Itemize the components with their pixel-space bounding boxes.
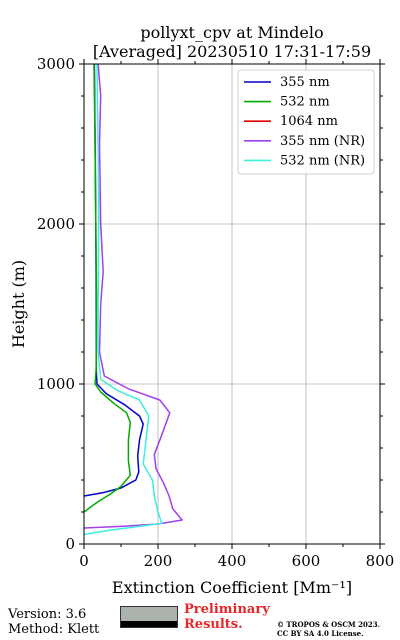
series-line-532-nm-nr- [83, 63, 163, 536]
x-tick-label: 400 [218, 552, 247, 570]
x-tick-label: 200 [144, 552, 173, 570]
series-line-355-nm [83, 63, 144, 497]
preliminary-results-note: Preliminary Results. [184, 602, 270, 632]
copyright-line-1: © TROPOS & OSCM 2023. [277, 620, 381, 629]
series-line-532-nm [83, 63, 132, 513]
y-tick-label: 1000 [37, 375, 75, 393]
copyright-note: © TROPOS & OSCM 2023. CC BY SA 4.0 Licen… [277, 620, 380, 638]
cc-logo-strip [121, 621, 177, 627]
legend: 355 nm 532 nm 1064 nm 355 nm (NR) 532 nm (NR… [237, 69, 375, 175]
x-tick-label: 0 [79, 552, 89, 570]
chart-title-line-1: pollyxt_cpv at Mindelo [140, 23, 324, 42]
y-axis-label: Height (m) [9, 260, 28, 348]
version-text: Version: 3.6 [8, 607, 87, 622]
y-tick-label: 3000 [37, 55, 75, 73]
preliminary-line-1: Preliminary [184, 602, 270, 617]
legend-box [237, 69, 375, 175]
legend-label: 355 nm (NR) [280, 134, 365, 149]
legend-label: 1064 nm [280, 114, 338, 129]
x-axis-label: Extinction Coefficient [Mm⁻¹] [112, 578, 352, 597]
axis-ticks [79, 59, 385, 549]
y-tick-label: 2000 [37, 215, 75, 233]
y-tick-label: 0 [65, 535, 75, 553]
legend-label: 532 nm (NR) [280, 153, 365, 168]
preliminary-line-2: Results. [184, 617, 243, 632]
copyright-line-2: CC BY SA 4.0 License. [277, 629, 364, 638]
cc-license-logo [120, 606, 178, 628]
legend-label: 532 nm [280, 95, 330, 110]
legend-label: 355 nm [280, 75, 330, 90]
x-tick-label: 800 [366, 552, 395, 570]
chart-title-line-2: [Averaged] 20230510 17:31-17:59 [92, 42, 372, 61]
series-lines [83, 63, 183, 536]
x-tick-label: 600 [292, 552, 321, 570]
tick-labels: 0 200 400 600 800 0 1000 2000 3000 [37, 55, 395, 570]
method-text: Method: Klett [8, 622, 100, 637]
series-line-355-nm-nr- [83, 63, 183, 529]
